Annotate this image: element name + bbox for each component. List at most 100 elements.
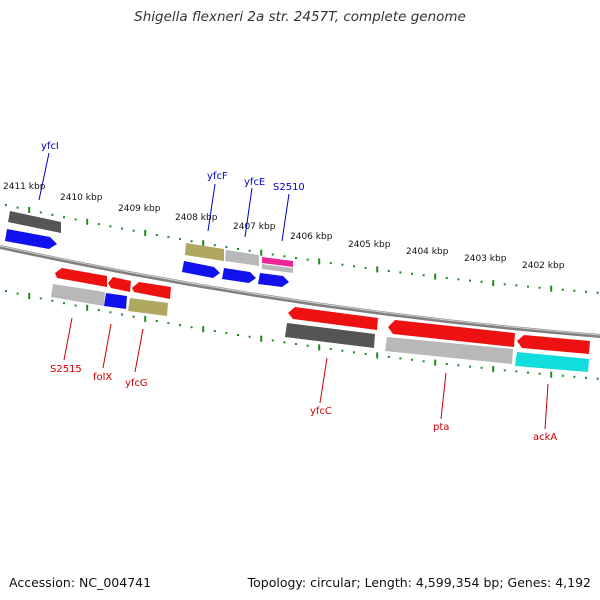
minor-tick <box>109 225 112 228</box>
minus-strand-features <box>51 268 590 372</box>
minor-tick <box>422 360 425 363</box>
minor-tick <box>480 280 483 283</box>
minor-tick <box>5 204 7 207</box>
feature-yfcG-arrow[interactable] <box>132 282 171 299</box>
scale-label-2403: 2403 kbp <box>464 254 507 264</box>
minor-tick <box>16 292 19 295</box>
feature-yfcC-block[interactable] <box>285 323 375 348</box>
minor-tick <box>503 369 506 372</box>
gene-label-yfcI[interactable]: yfcI <box>41 141 59 152</box>
minor-tick <box>399 271 402 274</box>
leader-folX <box>102 323 112 369</box>
gene-label-yfcC[interactable]: yfcC <box>310 406 332 417</box>
feature-yfcE-arrow[interactable] <box>222 268 256 283</box>
feature-ackA-block[interactable] <box>515 352 589 372</box>
gene-label-folX[interactable]: folX <box>93 372 112 383</box>
minor-tick <box>480 366 483 369</box>
gene-label-S2510[interactable]: S2510 <box>273 182 305 193</box>
minor-tick <box>329 262 332 265</box>
minor-tick <box>387 355 390 358</box>
minor-tick <box>411 358 413 361</box>
major-tick <box>492 366 495 373</box>
accession-text: Accession: NC_004741 <box>9 575 152 590</box>
feature-yfcC-arrow[interactable] <box>288 307 378 330</box>
gene-label-pta[interactable]: pta <box>433 422 449 433</box>
genome-backbone <box>0 245 600 338</box>
minor-tick <box>121 227 123 230</box>
minor-tick <box>63 216 65 219</box>
major-tick <box>434 359 437 366</box>
minor-tick <box>585 376 587 379</box>
gene-label-ackA[interactable]: ackA <box>533 432 557 443</box>
feature-yfcI-block[interactable] <box>8 211 61 233</box>
minor-tick <box>445 277 448 279</box>
minor-tick <box>51 299 54 302</box>
plus-strand-features <box>5 211 293 287</box>
minor-tick <box>167 236 170 239</box>
feature-S2515-arrow[interactable] <box>55 268 107 287</box>
minor-tick <box>248 249 251 252</box>
feature-yfcE-block[interactable] <box>225 250 259 266</box>
major-tick <box>376 352 379 359</box>
feature-ackA-arrow[interactable] <box>517 335 590 354</box>
minor-tick <box>225 246 228 249</box>
minor-tick <box>155 234 158 236</box>
minor-tick <box>457 364 460 367</box>
minor-tick <box>306 344 309 347</box>
minor-tick <box>190 326 193 329</box>
major-tick <box>434 273 437 280</box>
major-tick <box>28 207 31 213</box>
minor-tick <box>39 211 42 214</box>
feature-yfcI-arrow[interactable] <box>5 229 57 249</box>
minor-tick <box>271 253 274 256</box>
feature-S2510-block[interactable] <box>262 257 293 267</box>
gene-label-yfcE[interactable]: yfcE <box>244 177 265 188</box>
gene-label-S2515[interactable]: S2515 <box>50 364 82 375</box>
feature-yfcF-block[interactable] <box>185 243 224 261</box>
leader-S2510 <box>281 193 290 242</box>
feature-folX-arrow[interactable] <box>108 277 131 292</box>
minor-tick <box>527 285 529 288</box>
minor-tick <box>573 289 576 292</box>
minor-tick <box>306 258 309 261</box>
feature-pta-arrow[interactable] <box>388 320 515 347</box>
gene-label-yfcF[interactable]: yfcF <box>207 171 228 182</box>
minor-tick <box>179 238 181 241</box>
feature-S2510-sub[interactable] <box>262 264 293 273</box>
feature-S2510-arrow[interactable] <box>258 273 289 287</box>
major-tick <box>550 371 553 378</box>
minor-tick <box>295 257 297 259</box>
feature-yfcG-block[interactable] <box>128 298 168 316</box>
feature-pta-block[interactable] <box>385 337 513 364</box>
minor-tick <box>561 374 564 377</box>
scale-label-2409: 2409 kbp <box>118 204 161 214</box>
major-tick <box>144 229 147 236</box>
scale-label-2405: 2405 kbp <box>348 240 391 250</box>
minor-tick <box>596 291 599 294</box>
major-tick <box>318 258 321 265</box>
feature-yfcF-arrow[interactable] <box>182 261 220 278</box>
minor-tick <box>283 255 286 258</box>
minor-tick <box>237 248 239 250</box>
leader-yfcC <box>319 357 328 404</box>
minor-tick <box>341 263 344 266</box>
map-title: Shigella flexneri 2a str. 2457T, complet… <box>134 9 466 25</box>
lower-scale-ticks <box>5 290 599 380</box>
major-tick <box>318 344 321 351</box>
feature-S2515-block[interactable] <box>51 284 105 306</box>
minor-tick <box>179 324 181 327</box>
scale-label-2404: 2404 kbp <box>406 247 449 257</box>
gene-label-yfcG[interactable]: yfcG <box>125 378 148 389</box>
minor-tick <box>237 334 239 336</box>
major-tick <box>86 304 89 311</box>
minor-tick <box>167 322 170 325</box>
major-tick <box>28 293 31 299</box>
minor-tick <box>527 371 529 374</box>
minor-tick <box>364 266 367 269</box>
feature-folX-block[interactable] <box>104 293 127 309</box>
minor-tick <box>561 288 564 291</box>
scale-label-2406: 2406 kbp <box>290 232 333 242</box>
leader-ackA <box>544 383 549 430</box>
major-tick <box>260 249 263 256</box>
minor-tick <box>422 274 425 277</box>
